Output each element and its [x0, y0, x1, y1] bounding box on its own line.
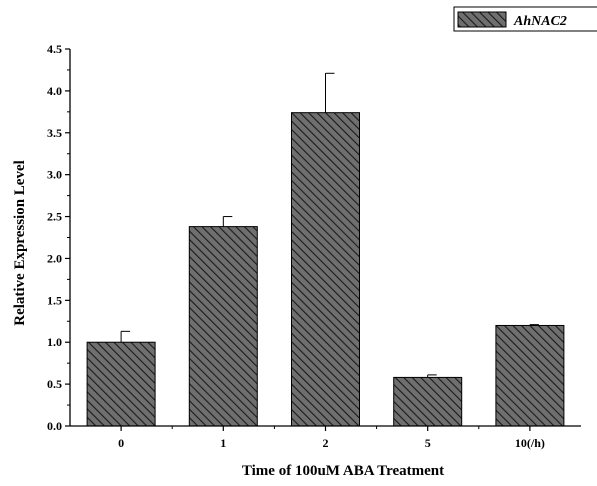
x-ticks: 0 1 2 5 10(/h) [118, 426, 545, 450]
y-tick-label: 2.0 [47, 251, 62, 265]
y-axis-title: Relative Expression Level [12, 160, 28, 326]
x-tick-label: 2 [323, 436, 329, 450]
bars-layer [86, 112, 565, 427]
bar [86, 341, 156, 427]
y-tick-label: 0.0 [47, 419, 62, 433]
x-tick-label: 10(/h) [515, 436, 545, 450]
bar [495, 324, 565, 427]
x-tick-label: 0 [118, 436, 124, 450]
legend-label: AhNAC2 [513, 14, 567, 29]
x-tick-label: 1 [220, 436, 226, 450]
legend: AhNAC2 [453, 6, 597, 32]
y-tick-label: 2.5 [47, 210, 62, 224]
y-tick-label: 3.0 [47, 168, 62, 182]
y-tick-label: 4.0 [47, 84, 62, 98]
x-tick-label: 5 [425, 436, 431, 450]
x-axis-title: Time of 100uM ABA Treatment [242, 463, 444, 479]
y-tick-label: 1.5 [47, 293, 62, 307]
legend-swatch [457, 11, 507, 28]
y-tick-label: 0.5 [47, 377, 62, 391]
y-ticks: 0.0 0.5 1.0 1.5 2.0 2.5 3.0 3.5 4.0 4.5 [47, 42, 70, 433]
bar [291, 112, 360, 427]
y-tick-label: 1.0 [47, 335, 62, 349]
y-tick-label: 3.5 [47, 126, 62, 140]
bar [188, 226, 258, 427]
error-bars-layer [120, 72, 539, 378]
bar [393, 376, 463, 427]
y-tick-label: 4.5 [47, 42, 62, 56]
